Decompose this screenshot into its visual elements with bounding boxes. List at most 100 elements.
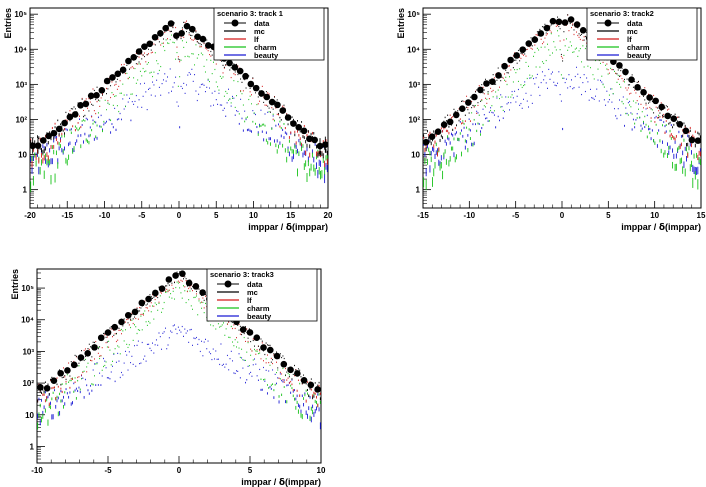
x-tick-label: -10 [464,211,476,220]
x-tick-label: 20 [324,211,333,220]
data-point [561,19,569,26]
x-axis-label-delta: δ [659,223,665,233]
data-point [239,326,247,333]
y-tick-label: 10⁴ [21,316,34,325]
x-tick-label: 10 [249,211,258,220]
data-point [274,101,281,109]
data-point [30,142,36,150]
data-point [183,22,191,30]
y-tick-label: 10⁵ [21,284,34,293]
data-point [284,114,292,121]
x-tick-label: 15 [697,211,706,220]
data-point [311,136,318,144]
data-point [537,30,545,37]
data-point [664,112,672,120]
data-point [124,311,132,319]
data-point [40,137,47,144]
legend-entry-charm: charm [627,43,650,52]
y-tick-label: 10⁵ [14,10,27,19]
legend-entry-charm: charm [254,43,277,52]
data-point [158,285,166,293]
data-point [146,40,154,48]
data-point [531,36,539,43]
data-point [173,32,180,39]
y-tick-label: 10 [18,151,27,160]
y-tick-label: 10³ [408,80,420,89]
y-tick-label: 1 [23,186,28,195]
x-tick-label: -5 [138,211,146,220]
data-point [43,384,51,392]
data-point [273,352,281,360]
data-point [676,121,684,128]
legend-box [213,7,325,61]
legend-entry-mc: mc [247,288,258,297]
data-point [458,105,466,113]
data-point [37,383,44,391]
x-tick-label: 5 [214,211,219,220]
y-tick-label: 10⁴ [14,45,27,54]
data-point [423,138,430,146]
data-point [263,93,271,101]
data-point [145,295,152,303]
data-point [242,72,249,80]
legend-box [206,268,318,322]
data-point [199,289,206,296]
data-point [111,323,119,331]
data-point [434,128,442,135]
x-tick-label: -10 [99,211,111,220]
legend-entry-lf: lf [247,296,252,305]
y-axis-label: Entries [10,269,20,300]
data-point [118,318,125,326]
data-point [125,57,132,65]
data-point [172,272,179,279]
data-point [477,86,484,94]
data-point [236,67,244,75]
data-point [185,279,193,287]
data-point [316,142,324,150]
data-point [658,103,666,111]
data-point [91,344,98,351]
data-point [694,137,701,144]
y-tick-label: 10⁵ [407,10,420,19]
data-point [628,76,635,83]
x-tick-label: -15 [61,211,73,220]
legend-entry-mc: mc [627,27,638,36]
data-point [70,361,78,369]
x-tick-label: -20 [24,211,36,220]
data-point [287,366,294,374]
data-point [652,97,659,105]
data-point [204,42,212,49]
y-axis-label: Entries [396,8,406,39]
data-point [300,127,308,135]
data-point [300,377,308,384]
x-axis-label-main: imppar / [241,477,279,487]
x-axis-label: imppar / δ(imppar) [248,222,328,233]
data-point [616,62,623,69]
data-point [268,98,276,106]
data-point [314,386,321,393]
legend-title: scenario 3: track 1 [217,9,283,18]
y-tick-label: 10² [408,115,420,124]
data-point [525,40,533,47]
data-point [322,141,328,148]
legend-swatch-marker [224,280,232,288]
data-point [483,80,490,87]
legend-box [586,7,698,61]
data-point [71,111,79,118]
y-tick-label: 10² [22,379,34,388]
plot-area [423,14,701,191]
data-point [452,111,460,119]
data-point [162,24,169,32]
data-point [192,283,200,290]
data-point [135,48,143,55]
data-point [119,66,127,74]
data-point [104,329,112,336]
data-point [428,133,436,140]
chart-panel-1: -20 -15 -10 -5 0 5 10 15 20 1 10 10² 10³ 10⁴ 10⁵Entrie… [3,7,333,233]
data-point [258,90,265,97]
series-beauty [30,68,328,184]
data-point [306,135,313,143]
data-point [226,59,233,67]
